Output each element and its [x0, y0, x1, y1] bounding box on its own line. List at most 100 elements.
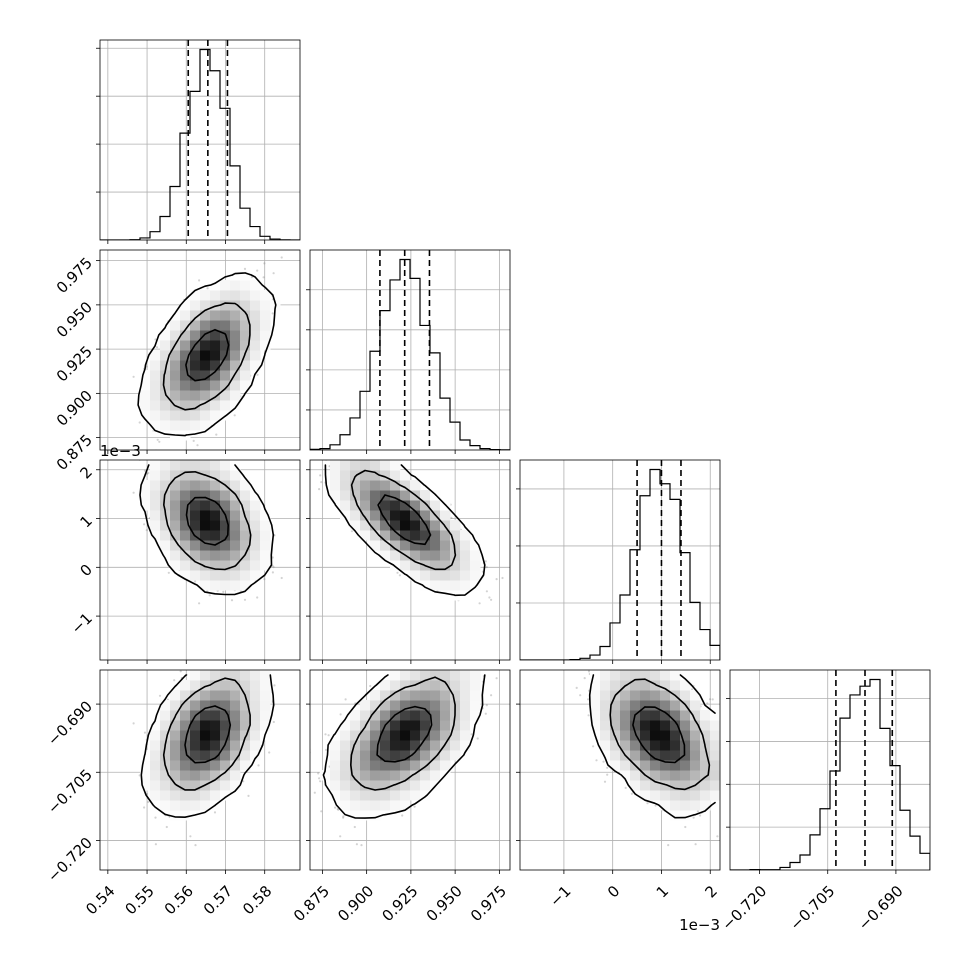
- density-cell: [250, 710, 261, 721]
- density-cell: [160, 780, 171, 791]
- density-cell: [450, 570, 461, 581]
- density-cell: [420, 750, 431, 761]
- density-cell: [360, 470, 371, 481]
- density-cell: [470, 560, 481, 571]
- scatter-point: [401, 814, 404, 817]
- scatter-point: [691, 688, 694, 691]
- density-cell: [650, 790, 661, 801]
- scatter-point: [413, 805, 416, 808]
- density-cell: [470, 570, 481, 581]
- density-cell: [240, 760, 251, 771]
- density-cell: [340, 510, 351, 521]
- density-cell: [240, 700, 251, 711]
- scatter-point: [664, 661, 666, 663]
- density-cell: [170, 360, 181, 371]
- scatter-point: [721, 756, 723, 758]
- histogram-1: [306, 249, 511, 451]
- scatter-point: [256, 373, 259, 376]
- density-cell: [160, 400, 171, 411]
- density-cell: [400, 500, 411, 511]
- density-cell: [620, 740, 631, 751]
- density-cell: [250, 700, 261, 711]
- density-cell: [180, 320, 191, 331]
- scatter-point: [256, 596, 259, 599]
- density-cell: [200, 560, 211, 571]
- density-cell: [420, 690, 431, 701]
- scatter-point: [485, 566, 488, 569]
- density-cell: [220, 550, 231, 561]
- scatter-panel-3-0: [99, 639, 301, 871]
- density-cell: [440, 670, 451, 681]
- contour-level-2: [140, 674, 275, 818]
- scatter-point: [165, 825, 168, 829]
- density-cell: [190, 330, 201, 341]
- density-cell: [360, 760, 371, 771]
- scatter-point: [727, 758, 729, 760]
- density-cell: [430, 690, 441, 701]
- density-cell: [220, 350, 231, 361]
- scatter-point: [281, 639, 283, 641]
- density-cell: [260, 680, 271, 691]
- scatter-point: [635, 663, 637, 665]
- scatter-point: [461, 647, 463, 649]
- density-cell: [170, 500, 181, 511]
- density-cell: [150, 390, 161, 401]
- density-cell: [600, 730, 611, 741]
- scatter-point: [654, 804, 657, 807]
- scatter-point: [720, 756, 722, 758]
- density-cell: [170, 370, 181, 381]
- density-cell: [650, 740, 661, 751]
- scatter-point: [669, 660, 671, 662]
- density-cell: [220, 680, 231, 691]
- density-cell: [150, 740, 161, 751]
- density-cell: [210, 320, 221, 331]
- scatter-point: [143, 469, 147, 472]
- scatter-point: [594, 636, 596, 638]
- density-cell: [690, 770, 701, 781]
- density-cell: [150, 510, 161, 521]
- density-cell: [680, 770, 691, 781]
- density-cell: [400, 740, 411, 751]
- histogram-step: [310, 258, 510, 450]
- density-cell: [680, 810, 691, 821]
- x-tick-label: 2: [702, 882, 721, 901]
- density-cell: [190, 520, 201, 531]
- scatter-point: [726, 772, 728, 774]
- density-cell: [200, 350, 211, 361]
- density-cell: [370, 520, 381, 531]
- density-cell: [460, 700, 471, 711]
- scatter-point: [224, 458, 226, 460]
- density-cell: [250, 530, 261, 541]
- density-cell: [180, 500, 191, 511]
- scatter-point: [746, 734, 748, 736]
- density-cell: [230, 370, 241, 381]
- scatter-point: [143, 523, 146, 526]
- density-cell: [220, 700, 231, 711]
- density-cell: [350, 710, 361, 721]
- density-cell: [360, 750, 371, 761]
- density-cell: [180, 800, 191, 811]
- density-cell: [350, 780, 361, 791]
- scatter-point: [204, 667, 206, 669]
- density-cell: [630, 680, 641, 691]
- density-cell: [380, 750, 391, 761]
- density-cell: [380, 800, 391, 811]
- scatter-point: [450, 636, 452, 638]
- density-cell: [330, 760, 341, 771]
- y-tick-label: −0.705: [44, 766, 96, 818]
- density-cell: [200, 320, 211, 331]
- density-cell: [210, 530, 221, 541]
- scatter-point: [268, 751, 271, 754]
- density-cell: [200, 460, 211, 471]
- density-cell: [180, 790, 191, 801]
- density-cell: [260, 300, 271, 311]
- scatter-point: [575, 686, 578, 690]
- density-cell: [210, 480, 221, 491]
- density-cell: [330, 730, 341, 741]
- density-cell: [190, 310, 201, 321]
- scatter-point: [362, 451, 364, 453]
- density-cell: [710, 740, 720, 751]
- scatter-point: [396, 571, 399, 574]
- density-cell: [400, 710, 411, 721]
- density-cell: [230, 360, 241, 371]
